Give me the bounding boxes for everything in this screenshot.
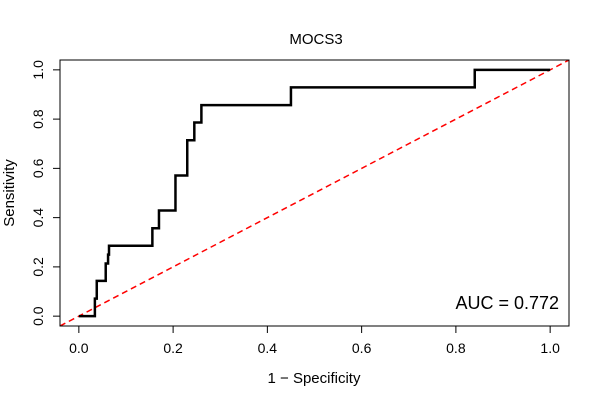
- y-tick-label: 0.2: [30, 257, 46, 277]
- plot-area: [60, 60, 569, 326]
- auc-annotation: AUC = 0.772: [455, 293, 559, 313]
- roc-curve-line: [78, 68, 551, 318]
- chance-line: [60, 60, 569, 326]
- x-tick-label: 0.6: [352, 340, 372, 356]
- x-tick-label: 0.2: [163, 340, 183, 356]
- chart-title: MOCS3: [289, 31, 342, 48]
- x-tick-label: 1.0: [540, 340, 560, 356]
- y-tick-label: 0.6: [30, 158, 46, 178]
- y-tick-label: 0.4: [30, 208, 46, 228]
- x-tick-label: 0.4: [258, 340, 278, 356]
- y-tick-label: 0.0: [30, 306, 46, 326]
- x-axis: 0.0 0.2 0.4 0.6 0.8 1.0: [69, 325, 560, 356]
- y-tick-label: 0.8: [30, 109, 46, 129]
- y-axis: 0.0 0.2 0.4 0.6 0.8 1.0: [30, 60, 61, 326]
- x-tick-label: 0.8: [446, 340, 466, 356]
- series-layer: [60, 60, 569, 326]
- x-axis-label: 1 − Specificity: [268, 370, 361, 387]
- x-tick-label: 0.0: [69, 340, 89, 356]
- y-tick-label: 1.0: [30, 60, 46, 80]
- y-axis-label: Sensitivity: [1, 159, 18, 227]
